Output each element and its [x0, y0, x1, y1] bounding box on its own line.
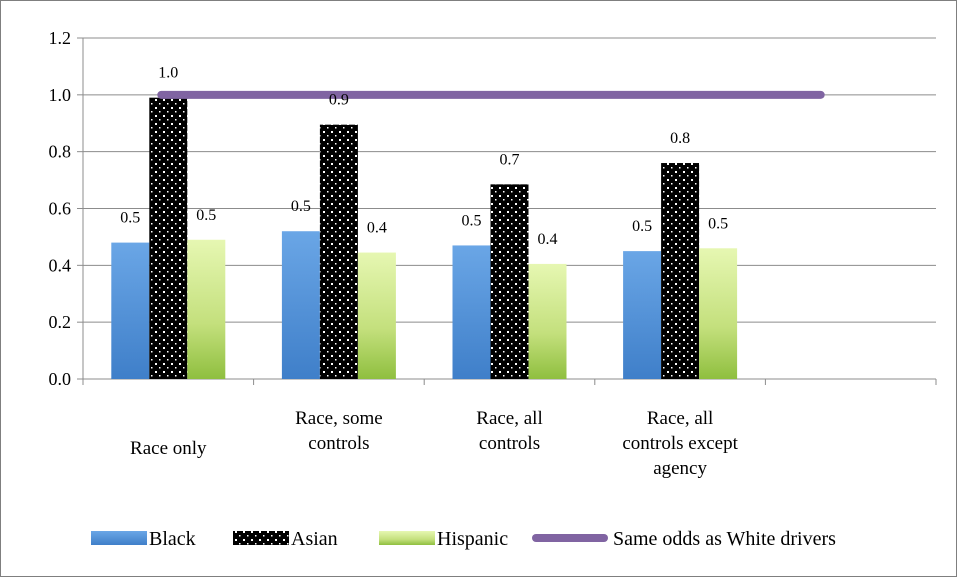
bars — [111, 97, 738, 380]
data-label-asian-4: 0.8 — [670, 130, 690, 147]
category-label-4: Race, all — [647, 408, 713, 429]
legend: Black Asian Hispanic Same odds as White dri… — [91, 528, 836, 550]
y-tick-label: 1.2 — [49, 28, 72, 48]
data-label-hispanic-1: 0.5 — [196, 207, 216, 224]
data-label-asian-1: 1.0 — [158, 65, 178, 82]
data-label-asian-2: 0.9 — [329, 92, 349, 109]
category-label-2: controls — [308, 433, 369, 454]
data-labels: 0.5 0.5 0.5 0.5 1.0 0.9 0.7 0.8 0.5 0.4 0.4 0.5 — [120, 65, 728, 248]
category-label-4: controls except — [622, 433, 738, 454]
category-label-3: controls — [479, 433, 540, 454]
bar-asian-4 — [661, 163, 700, 379]
y-tick-label: 0.4 — [49, 255, 72, 275]
data-label-black-1: 0.5 — [120, 210, 140, 227]
legend-swatch-black — [91, 531, 147, 545]
bar-hispanic-4 — [699, 248, 738, 379]
legend-label-hispanic: Hispanic — [437, 528, 508, 550]
bar-asian-2 — [319, 124, 358, 379]
bar-black-3 — [452, 245, 491, 379]
data-label-asian-3: 0.7 — [500, 151, 520, 168]
data-label-hispanic-4: 0.5 — [708, 215, 728, 232]
category-labels: Race only Race, some controls Race, all cont… — [130, 408, 739, 479]
y-tick-label: 0.0 — [49, 369, 72, 389]
bar-black-4 — [623, 251, 662, 379]
data-label-black-2: 0.5 — [291, 198, 311, 215]
legend-label-reference: Same odds as White drivers — [613, 528, 836, 550]
legend-label-asian: Asian — [291, 528, 338, 550]
category-label-2: Race, some — [295, 408, 383, 429]
data-label-hispanic-3: 0.4 — [538, 231, 558, 248]
category-label-1: Race only — [130, 438, 207, 459]
bar-hispanic-1 — [187, 239, 226, 379]
bar-black-2 — [281, 231, 320, 379]
y-tick-label: 0.2 — [49, 312, 72, 332]
bar-hispanic-2 — [357, 252, 396, 379]
category-label-3: Race, all — [476, 408, 542, 429]
data-label-hispanic-2: 0.4 — [367, 220, 387, 237]
category-label-4: agency — [653, 458, 707, 479]
y-tick-label: 0.6 — [49, 199, 72, 219]
legend-swatch-asian — [233, 531, 289, 545]
legend-swatch-hispanic — [379, 531, 435, 545]
y-tick-label: 1.0 — [49, 85, 72, 105]
y-tick-label: 0.8 — [49, 142, 72, 162]
data-label-black-3: 0.5 — [462, 212, 482, 229]
bar-asian-3 — [490, 184, 529, 379]
bar-hispanic-3 — [528, 263, 567, 379]
data-label-black-4: 0.5 — [632, 218, 652, 235]
bar-black-1 — [111, 242, 150, 379]
bar-asian-1 — [149, 97, 188, 380]
legend-label-black: Black — [149, 528, 196, 550]
